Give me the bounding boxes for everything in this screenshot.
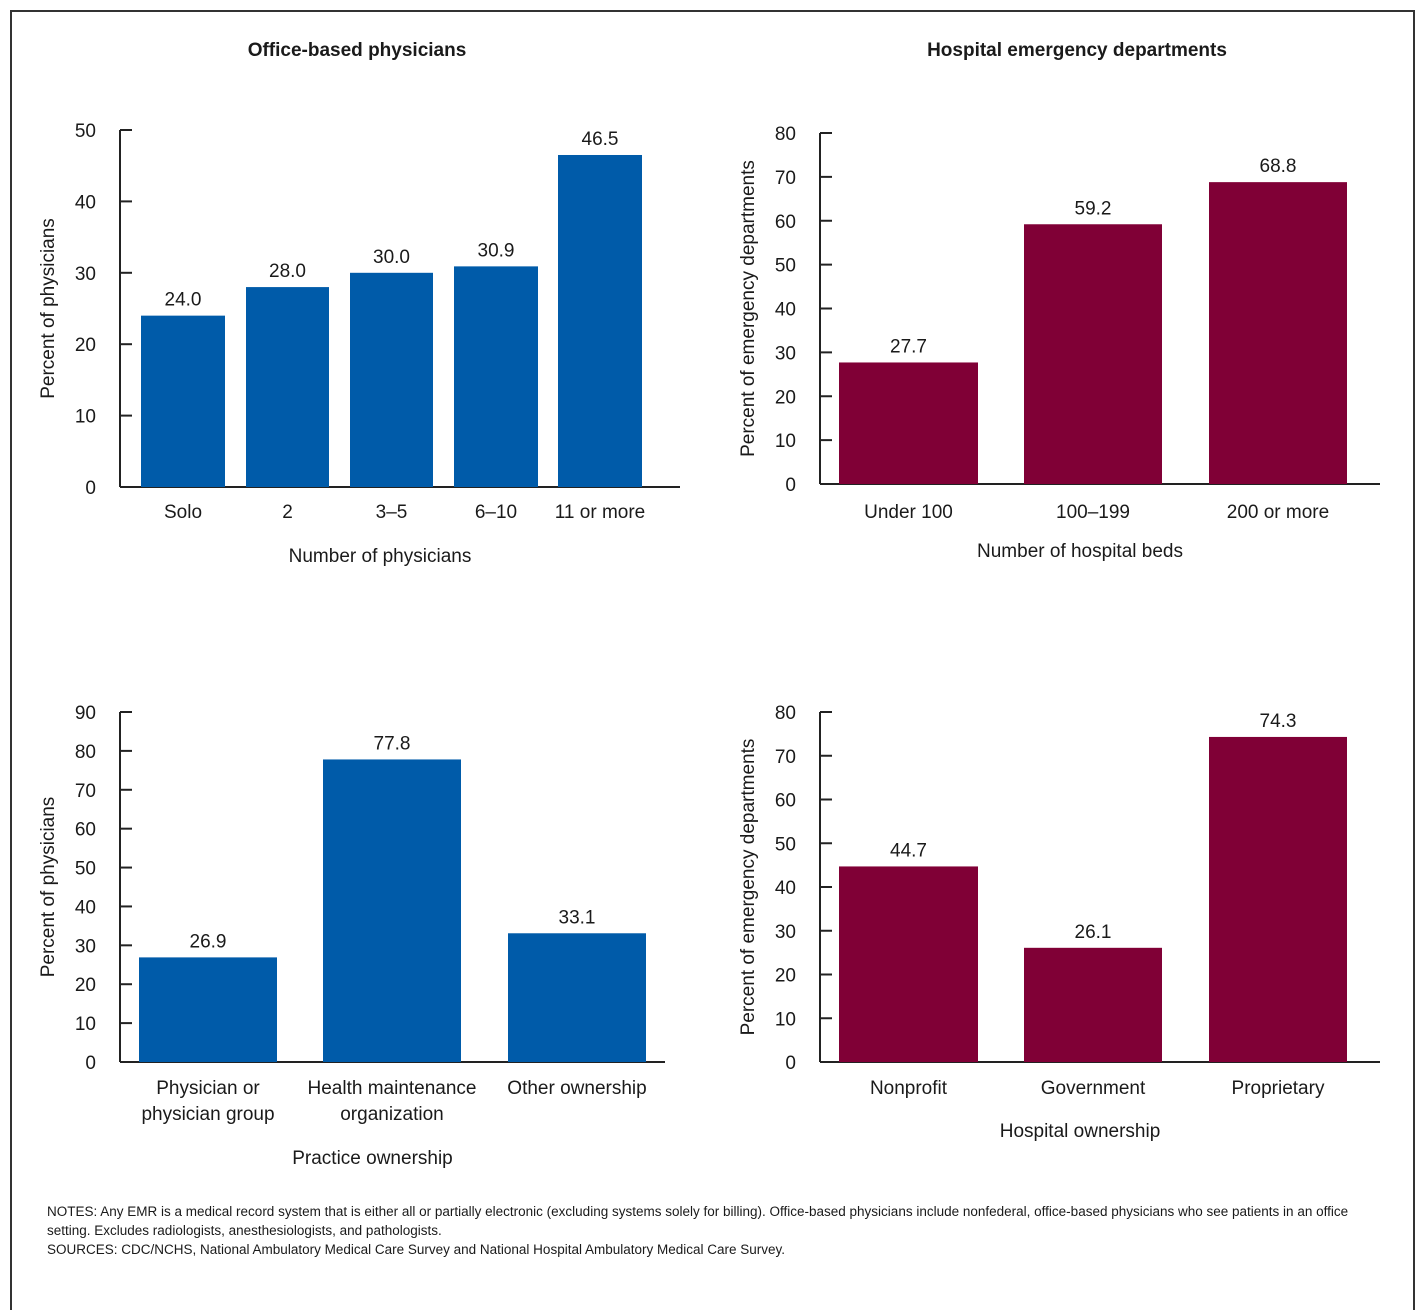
bar <box>139 957 277 1062</box>
bar <box>1024 947 1162 1062</box>
bar <box>1209 736 1347 1062</box>
x-axis-label: Practice ownership <box>292 1148 453 1169</box>
bar-value-label: 30.0 <box>373 247 410 268</box>
y-tick-label: 70 <box>75 781 96 802</box>
y-tick-label: 40 <box>775 300 796 321</box>
y-tick-label: 80 <box>75 742 96 763</box>
notes-block: NOTES: Any EMR is a medical record syste… <box>47 1202 1377 1259</box>
bar-value-label: 77.8 <box>374 733 411 754</box>
bar <box>508 933 646 1062</box>
y-tick-label: 50 <box>75 859 96 880</box>
y-tick-label: 50 <box>775 834 796 855</box>
bar-value-label: 33.1 <box>559 907 596 928</box>
bar <box>141 315 225 487</box>
category-label: Health maintenance organization <box>308 1078 477 1125</box>
y-tick-label: 80 <box>775 703 796 724</box>
bar <box>350 272 433 487</box>
y-tick-label: 0 <box>785 1053 796 1074</box>
category-label: Proprietary <box>1232 1078 1325 1099</box>
bar-value-label: 27.7 <box>890 336 927 357</box>
y-tick-label: 60 <box>75 820 96 841</box>
y-tick-label: 20 <box>75 975 96 996</box>
bar <box>1209 182 1347 484</box>
y-axis-label: Percent of physicians <box>38 218 59 399</box>
y-tick-label: 80 <box>775 124 796 145</box>
y-tick-label: 10 <box>75 407 96 428</box>
category-label: 100–199 <box>1056 502 1130 523</box>
y-tick-label: 10 <box>75 1014 96 1035</box>
y-tick-label: 60 <box>775 212 796 233</box>
left-column-title: Office-based physicians <box>247 40 467 61</box>
category-label: Other ownership <box>507 1078 646 1099</box>
y-tick-label: 30 <box>75 264 96 285</box>
y-tick-label: 0 <box>785 475 796 496</box>
category-label: 6–10 <box>475 502 517 523</box>
y-tick-label: 30 <box>775 922 796 943</box>
y-tick-label: 20 <box>775 966 796 987</box>
right-column-title: Hospital emergency departments <box>927 40 1227 61</box>
category-label: 2 <box>282 502 293 523</box>
category-label: 200 or more <box>1227 502 1329 523</box>
category-label: 3–5 <box>376 502 408 523</box>
y-axis-label: Percent of emergency departments <box>738 160 759 457</box>
x-axis-label: Number of hospital beds <box>977 541 1183 562</box>
category-label: Physician or physician group <box>141 1078 274 1125</box>
category-label: Solo <box>164 502 202 523</box>
bar-value-label: 30.9 <box>478 240 515 261</box>
y-tick-label: 30 <box>75 936 96 957</box>
bar-value-label: 46.5 <box>582 129 619 150</box>
y-tick-label: 40 <box>75 897 96 918</box>
category-label: Government <box>1041 1078 1146 1099</box>
y-tick-label: 50 <box>775 256 796 277</box>
bar-value-label: 74.3 <box>1260 711 1297 732</box>
y-tick-label: 30 <box>775 343 796 364</box>
y-tick-label: 90 <box>75 703 96 724</box>
y-tick-label: 10 <box>775 431 796 452</box>
category-label: Under 100 <box>864 502 953 523</box>
y-tick-label: 70 <box>775 168 796 189</box>
y-tick-label: 10 <box>775 1009 796 1030</box>
notes-text: NOTES: Any EMR is a medical record syste… <box>47 1204 1349 1238</box>
bar-value-label: 44.7 <box>890 840 927 861</box>
y-tick-label: 40 <box>75 192 96 213</box>
bar-value-label: 26.9 <box>190 931 227 952</box>
bar-value-label: 28.0 <box>269 261 306 282</box>
category-label: 11 or more <box>555 502 645 523</box>
bar-value-label: 26.1 <box>1075 922 1112 943</box>
sources-text: SOURCES: CDC/NCHS, National Ambulatory M… <box>47 1242 786 1257</box>
bar-value-label: 24.0 <box>165 290 202 311</box>
y-tick-label: 40 <box>775 878 796 899</box>
x-axis-label: Number of physicians <box>289 546 472 567</box>
category-label: Nonprofit <box>870 1078 948 1099</box>
y-tick-label: 50 <box>75 121 96 142</box>
y-tick-label: 60 <box>775 791 796 812</box>
bar <box>839 362 978 484</box>
bar-value-label: 59.2 <box>1075 198 1112 219</box>
bar <box>839 866 978 1062</box>
y-axis-label: Percent of emergency departments <box>738 739 759 1036</box>
bar <box>246 287 329 487</box>
bar <box>558 154 642 488</box>
y-tick-label: 0 <box>85 1053 96 1074</box>
y-axis-label: Percent of physicians <box>38 797 59 978</box>
bar <box>1024 224 1162 484</box>
y-tick-label: 70 <box>775 747 796 768</box>
y-tick-label: 20 <box>775 387 796 408</box>
x-axis-label: Hospital ownership <box>1000 1121 1161 1142</box>
y-tick-label: 0 <box>85 478 96 499</box>
figure-frame <box>10 10 1415 1310</box>
bar-value-label: 68.8 <box>1260 156 1297 177</box>
y-tick-label: 20 <box>75 335 96 356</box>
bar <box>454 266 538 487</box>
bar <box>323 759 461 1062</box>
